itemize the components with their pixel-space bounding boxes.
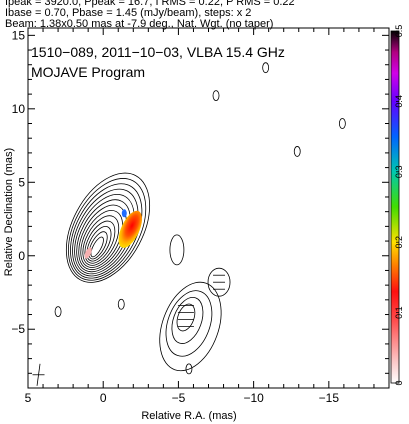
x-tick-label: −10 bbox=[243, 391, 264, 405]
southern-component-contour bbox=[176, 303, 196, 332]
core-contour bbox=[84, 220, 116, 264]
isolated-contour bbox=[338, 118, 346, 129]
colorbar: 0 0.1 0.2 0.3 0.4 0.5 bbox=[390, 25, 404, 386]
core-contour bbox=[78, 204, 127, 270]
core-contour bbox=[82, 215, 120, 266]
polarization-region bbox=[118, 210, 143, 248]
inset-title: 1510−089, 2011−10−03, VLBA 15.4 GHz bbox=[31, 44, 285, 60]
isolated-contour bbox=[54, 306, 62, 317]
colorbar-tick-label: 0.3 bbox=[394, 166, 404, 179]
polarization-region-faint bbox=[84, 247, 92, 259]
southern-component-contour bbox=[165, 290, 213, 357]
inset-program: MOJAVE Program bbox=[31, 64, 145, 80]
y-axis-label: Relative Declination (mas) bbox=[3, 148, 15, 276]
polarization-peak bbox=[121, 209, 127, 218]
core-contour bbox=[80, 210, 123, 268]
y-tick-label: −5 bbox=[11, 322, 25, 336]
core-contour bbox=[90, 236, 104, 258]
core-contour bbox=[72, 188, 139, 277]
core-contour bbox=[86, 226, 112, 262]
southern-component-contour bbox=[171, 297, 204, 344]
x-axis-label: Relative R.A. (mas) bbox=[141, 410, 236, 422]
header-line-2: Ibase = 0.70, Pbase = 1.45 (mJy/beam), s… bbox=[5, 7, 252, 19]
x-tick-label: 5 bbox=[25, 391, 32, 405]
isolated-contour bbox=[117, 298, 125, 310]
southern-component-contour bbox=[169, 234, 185, 266]
isolated-contour bbox=[185, 363, 193, 375]
x-tick-label: 0 bbox=[100, 391, 107, 405]
y-tick-label: 5 bbox=[18, 175, 25, 189]
header: Ipeak = 3920.0, Ppeak = 16.7, I RMS = 0.… bbox=[5, 0, 409, 30]
core-contour bbox=[65, 172, 151, 283]
y-tick-label: 10 bbox=[12, 102, 26, 116]
isolated-contour bbox=[212, 90, 220, 101]
core-contour bbox=[70, 183, 143, 279]
colorbar-tick-label: 0.1 bbox=[394, 306, 404, 319]
colorbar-tick-label: 0.4 bbox=[394, 95, 404, 108]
beam-marker bbox=[36, 363, 41, 386]
x-tick-label: −15 bbox=[319, 391, 340, 405]
isolated-contour bbox=[293, 146, 301, 157]
core-contour bbox=[88, 231, 108, 260]
header-line-3: Beam: 1.38x0.50 mas at -7.9 deg., Nat. W… bbox=[5, 18, 274, 30]
southern-component-contour bbox=[159, 281, 222, 372]
colorbar-tick-label: 0.5 bbox=[394, 25, 404, 38]
colorbar-tick-label: 0 bbox=[394, 380, 404, 385]
core-contour bbox=[68, 178, 147, 281]
colorbar-scale bbox=[390, 30, 400, 384]
southern-component-contour bbox=[207, 267, 231, 297]
y-tick-label: 15 bbox=[12, 28, 26, 42]
header-line-1: Ipeak = 3920.0, Ppeak = 16.7, I RMS = 0.… bbox=[5, 0, 295, 8]
colorbar-tick-label: 0.2 bbox=[394, 236, 404, 249]
y-tick-label: 0 bbox=[18, 249, 25, 263]
x-tick-label: −5 bbox=[172, 391, 186, 405]
isolated-contour bbox=[262, 62, 270, 74]
